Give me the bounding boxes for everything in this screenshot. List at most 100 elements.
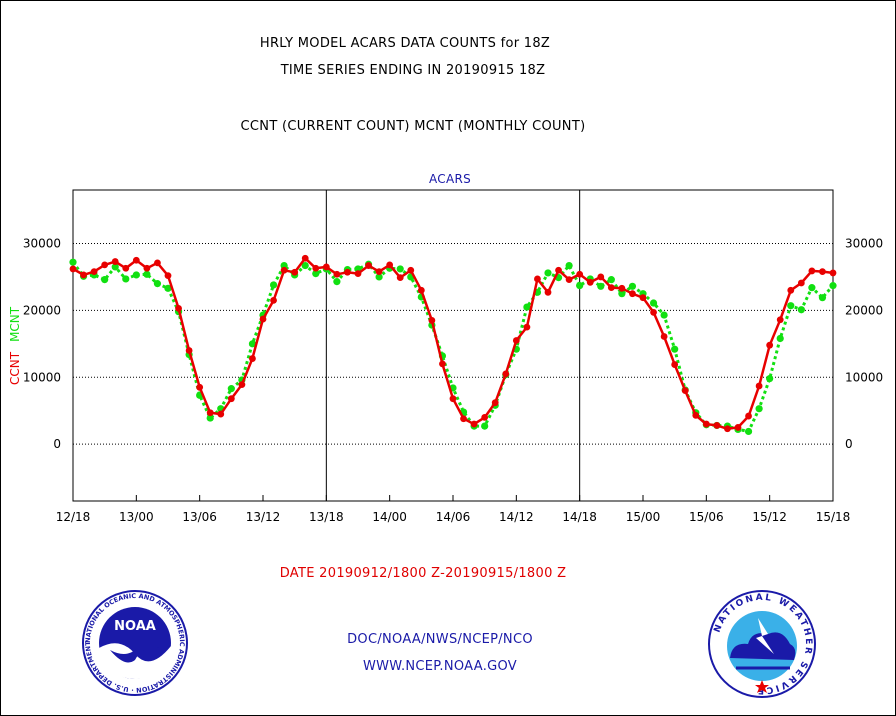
- data-point-ccnt: [829, 269, 837, 277]
- data-point-mcnt: [649, 299, 658, 307]
- data-point-ccnt: [227, 395, 235, 403]
- data-point-ccnt: [354, 270, 362, 278]
- data-point-mcnt: [69, 258, 77, 266]
- data-point-mcnt: [576, 282, 584, 290]
- data-point-ccnt: [417, 286, 425, 294]
- data-point-ccnt: [650, 308, 657, 316]
- data-point-ccnt: [819, 268, 826, 275]
- data-point-mcnt: [544, 269, 552, 277]
- data-point-ccnt: [766, 341, 774, 349]
- data-point-ccnt: [808, 267, 816, 275]
- data-point-mcnt: [153, 280, 162, 288]
- data-point-ccnt: [439, 360, 446, 368]
- data-point-ccnt: [734, 424, 742, 431]
- data-point-ccnt: [164, 272, 172, 280]
- data-point-mcnt: [787, 302, 795, 310]
- data-point-mcnt: [312, 270, 320, 278]
- data-point-ccnt: [206, 409, 214, 417]
- data-point-ccnt: [407, 266, 415, 274]
- data-point-ccnt: [365, 262, 372, 269]
- data-point-ccnt: [681, 387, 689, 395]
- data-point-ccnt: [481, 413, 489, 421]
- y-tick-label-left: 10000: [23, 370, 61, 384]
- y-tick-label-left: 0: [53, 437, 61, 451]
- data-point-mcnt: [248, 340, 257, 348]
- data-point-ccnt: [544, 288, 552, 296]
- data-point-ccnt: [776, 316, 784, 324]
- data-point-mcnt: [607, 276, 615, 284]
- data-point-ccnt: [122, 264, 130, 272]
- data-point-ccnt: [523, 323, 531, 331]
- data-point-mcnt: [829, 282, 837, 290]
- data-point-mcnt: [808, 284, 816, 292]
- data-point-ccnt: [175, 304, 182, 312]
- data-point-mcnt: [766, 375, 774, 383]
- y-tick-label-left: 20000: [23, 303, 61, 317]
- data-point-ccnt: [639, 294, 647, 302]
- data-point-mcnt: [481, 422, 489, 430]
- y-tick-label-right: 30000: [845, 237, 883, 251]
- y-tick-label-right: 20000: [845, 303, 883, 317]
- data-point-mcnt: [628, 282, 637, 290]
- data-point-ccnt: [270, 296, 277, 304]
- data-point-mcnt: [143, 270, 151, 278]
- x-tick-label: 13/18: [309, 510, 344, 524]
- data-point-ccnt: [565, 276, 573, 284]
- data-point-mcnt: [227, 385, 235, 393]
- noaa-logo-text: NOAA: [114, 619, 156, 634]
- data-point-mcnt: [597, 282, 605, 290]
- data-point-mcnt: [375, 273, 383, 281]
- data-point-ccnt: [470, 420, 478, 428]
- nws-logo: NATIONAL WEATHER SERVICE: [708, 590, 816, 698]
- x-tick-label: 12/18: [56, 510, 91, 524]
- y-tick-label-right: 10000: [845, 370, 883, 384]
- credit-label: DOC/NOAA/NWS/NCEP/NCO: [347, 632, 533, 647]
- data-point-ccnt: [333, 270, 341, 278]
- data-point-ccnt: [69, 265, 77, 273]
- data-point-mcnt: [132, 271, 140, 279]
- y-axis-label: CCNT MCNT: [8, 306, 22, 385]
- y-tick-label-right: 0: [845, 437, 853, 451]
- website-label: WWW.NCEP.NOAA.GOV: [362, 659, 518, 674]
- data-point-mcnt: [111, 263, 119, 271]
- data-point-ccnt: [428, 317, 436, 324]
- data-point-ccnt: [724, 425, 731, 433]
- data-point-mcnt: [333, 278, 341, 286]
- y-tick-label-left: 30000: [23, 237, 61, 251]
- data-point-ccnt: [259, 315, 267, 323]
- x-tick-label: 15/00: [626, 510, 661, 524]
- data-point-ccnt: [534, 275, 541, 283]
- data-point-ccnt: [217, 410, 225, 418]
- x-tick-label: 13/12: [246, 510, 281, 524]
- chart-title-line-2: TIME SERIES ENDING IN 20190915 18Z: [280, 63, 546, 78]
- data-point-ccnt: [597, 273, 605, 281]
- data-point-mcnt: [301, 261, 309, 270]
- data-point-ccnt: [375, 268, 383, 275]
- date-range-label: DATE 20190912/1800 Z-20190915/1800 Z: [279, 566, 567, 581]
- data-point-ccnt: [90, 268, 98, 275]
- data-point-ccnt: [555, 266, 562, 274]
- data-point-ccnt: [618, 284, 626, 292]
- data-point-mcnt: [660, 311, 668, 319]
- data-point-ccnt: [111, 258, 119, 265]
- data-point-ccnt: [80, 271, 87, 279]
- data-point-ccnt: [586, 278, 594, 286]
- data-point-mcnt: [797, 306, 805, 314]
- data-point-ccnt: [344, 268, 351, 276]
- data-point-ccnt: [502, 370, 510, 378]
- data-point-ccnt: [386, 261, 394, 269]
- data-point-ccnt: [322, 263, 330, 271]
- data-point-mcnt: [101, 276, 109, 284]
- data-point-ccnt: [713, 422, 721, 429]
- data-point-ccnt: [755, 382, 763, 390]
- data-point-mcnt: [565, 261, 573, 270]
- data-point-ccnt: [396, 274, 404, 282]
- data-point-ccnt: [671, 361, 679, 368]
- x-tick-label: 13/06: [182, 510, 217, 524]
- data-point-ccnt: [797, 279, 805, 287]
- data-point-ccnt: [132, 256, 140, 264]
- data-point-ccnt: [449, 395, 457, 403]
- chart-title-line-1: HRLY MODEL ACARS DATA COUNTS for 18Z: [259, 36, 551, 51]
- data-point-ccnt: [301, 254, 309, 262]
